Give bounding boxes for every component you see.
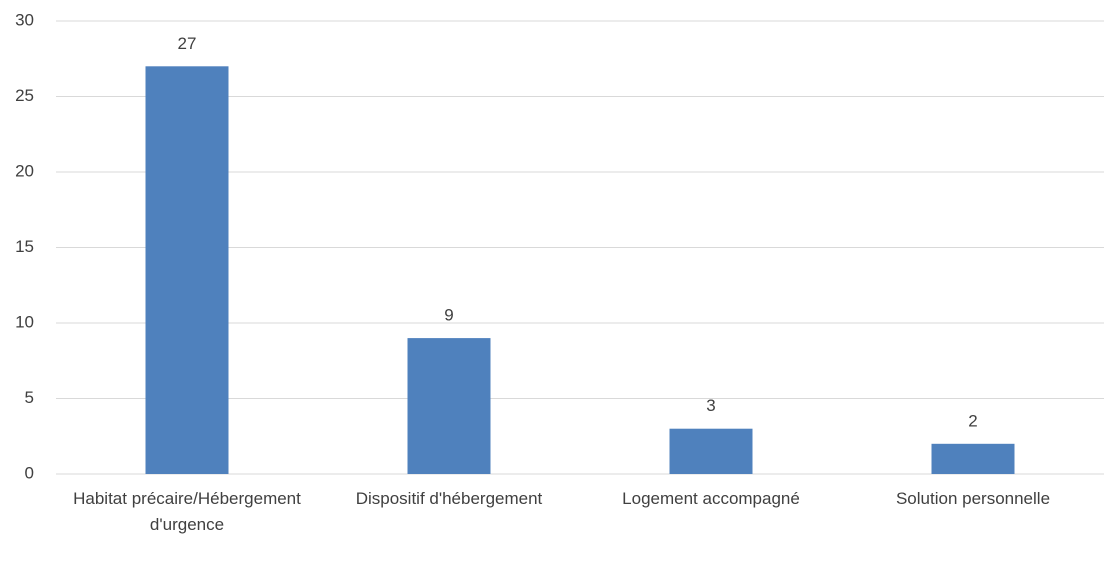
y-tick-label: 15 xyxy=(15,237,34,256)
data-label: 27 xyxy=(178,34,197,53)
bar xyxy=(669,428,753,474)
y-tick-label: 0 xyxy=(25,463,34,482)
bar xyxy=(145,66,229,475)
y-tick-label: 20 xyxy=(15,161,34,180)
y-tick-label: 5 xyxy=(25,388,34,407)
x-tick-label: Solution personnelle xyxy=(895,489,1051,508)
x-tick-label: Logement accompagné xyxy=(622,489,800,508)
x-tick-label: Habitat précaire/Hébergement d'urgence xyxy=(73,489,301,534)
data-label: 3 xyxy=(706,396,715,415)
data-label: 2 xyxy=(968,411,977,430)
bar xyxy=(931,443,1015,474)
x-tick-label: Dispositif d'hébergement xyxy=(355,489,543,508)
bar xyxy=(407,338,491,474)
data-label: 9 xyxy=(444,306,453,325)
y-tick-label: 25 xyxy=(15,86,34,105)
y-tick-label: 30 xyxy=(15,10,34,29)
y-tick-label: 10 xyxy=(15,312,34,331)
